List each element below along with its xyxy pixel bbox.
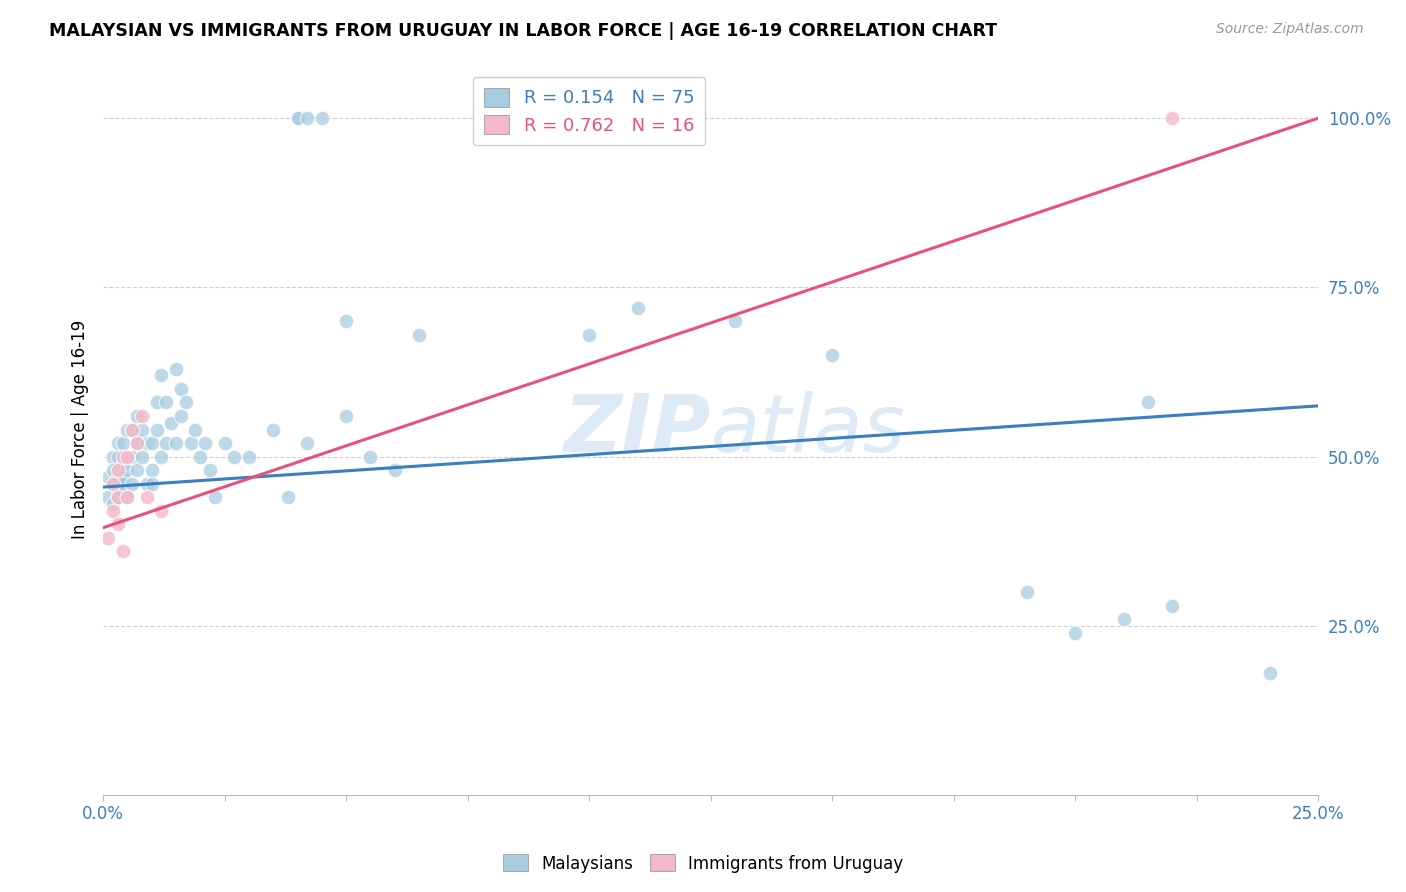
Point bbox=[335, 409, 357, 423]
Point bbox=[1161, 112, 1184, 126]
Point bbox=[117, 450, 139, 464]
Point bbox=[297, 436, 319, 450]
Point bbox=[131, 423, 153, 437]
Point bbox=[107, 490, 129, 504]
Point bbox=[111, 476, 134, 491]
Point bbox=[101, 450, 124, 464]
Point bbox=[165, 436, 187, 450]
Point bbox=[145, 423, 167, 437]
Point bbox=[121, 423, 143, 437]
Point bbox=[101, 497, 124, 511]
Y-axis label: In Labor Force | Age 16-19: In Labor Force | Age 16-19 bbox=[72, 320, 89, 539]
Point bbox=[111, 544, 134, 558]
Point bbox=[170, 409, 193, 423]
Point bbox=[107, 483, 129, 498]
Point bbox=[141, 436, 163, 450]
Point bbox=[150, 450, 173, 464]
Point bbox=[1015, 585, 1038, 599]
Point bbox=[174, 395, 197, 409]
Point bbox=[150, 368, 173, 383]
Point bbox=[145, 395, 167, 409]
Point bbox=[724, 314, 747, 328]
Point bbox=[155, 436, 177, 450]
Point bbox=[117, 490, 139, 504]
Point bbox=[111, 436, 134, 450]
Point bbox=[627, 301, 650, 315]
Point bbox=[311, 112, 333, 126]
Point bbox=[101, 476, 124, 491]
Point bbox=[107, 463, 129, 477]
Point bbox=[127, 409, 149, 423]
Point bbox=[141, 476, 163, 491]
Point bbox=[262, 423, 284, 437]
Point bbox=[359, 450, 381, 464]
Point bbox=[335, 314, 357, 328]
Point bbox=[121, 450, 143, 464]
Point bbox=[107, 517, 129, 532]
Legend: Malaysians, Immigrants from Uruguay: Malaysians, Immigrants from Uruguay bbox=[496, 847, 910, 880]
Point bbox=[107, 490, 129, 504]
Point bbox=[97, 531, 120, 545]
Point bbox=[107, 470, 129, 484]
Point bbox=[214, 436, 236, 450]
Point bbox=[97, 470, 120, 484]
Point bbox=[111, 450, 134, 464]
Point bbox=[1137, 395, 1160, 409]
Point bbox=[384, 463, 406, 477]
Point bbox=[160, 416, 183, 430]
Point bbox=[277, 490, 299, 504]
Point bbox=[97, 490, 120, 504]
Point bbox=[821, 348, 844, 362]
Point bbox=[194, 436, 217, 450]
Text: Source: ZipAtlas.com: Source: ZipAtlas.com bbox=[1216, 22, 1364, 37]
Point bbox=[117, 463, 139, 477]
Text: MALAYSIAN VS IMMIGRANTS FROM URUGUAY IN LABOR FORCE | AGE 16-19 CORRELATION CHAR: MALAYSIAN VS IMMIGRANTS FROM URUGUAY IN … bbox=[49, 22, 997, 40]
Point bbox=[1258, 666, 1281, 681]
Point bbox=[150, 504, 173, 518]
Point bbox=[107, 436, 129, 450]
Legend: R = 0.154   N = 75, R = 0.762   N = 16: R = 0.154 N = 75, R = 0.762 N = 16 bbox=[474, 77, 706, 145]
Point bbox=[180, 436, 202, 450]
Point bbox=[578, 327, 600, 342]
Point bbox=[135, 436, 157, 450]
Point bbox=[141, 463, 163, 477]
Point bbox=[170, 382, 193, 396]
Text: ZIP: ZIP bbox=[564, 391, 710, 468]
Point bbox=[204, 490, 226, 504]
Point bbox=[121, 423, 143, 437]
Point bbox=[101, 504, 124, 518]
Point bbox=[165, 361, 187, 376]
Point bbox=[101, 463, 124, 477]
Point bbox=[224, 450, 246, 464]
Point bbox=[121, 476, 143, 491]
Point bbox=[127, 436, 149, 450]
Point bbox=[1112, 612, 1135, 626]
Point bbox=[184, 423, 207, 437]
Point bbox=[107, 450, 129, 464]
Text: atlas: atlas bbox=[710, 391, 905, 468]
Point bbox=[297, 112, 319, 126]
Point bbox=[135, 490, 157, 504]
Point bbox=[127, 436, 149, 450]
Point bbox=[131, 450, 153, 464]
Point bbox=[408, 327, 430, 342]
Point bbox=[131, 409, 153, 423]
Point bbox=[287, 112, 309, 126]
Point bbox=[111, 470, 134, 484]
Point bbox=[111, 457, 134, 471]
Point bbox=[117, 450, 139, 464]
Point bbox=[188, 450, 211, 464]
Point bbox=[155, 395, 177, 409]
Point bbox=[101, 476, 124, 491]
Point bbox=[135, 476, 157, 491]
Point bbox=[1064, 625, 1087, 640]
Point bbox=[287, 112, 309, 126]
Point bbox=[198, 463, 221, 477]
Point bbox=[127, 463, 149, 477]
Point bbox=[1161, 599, 1184, 613]
Point bbox=[117, 423, 139, 437]
Point bbox=[117, 490, 139, 504]
Point bbox=[238, 450, 260, 464]
